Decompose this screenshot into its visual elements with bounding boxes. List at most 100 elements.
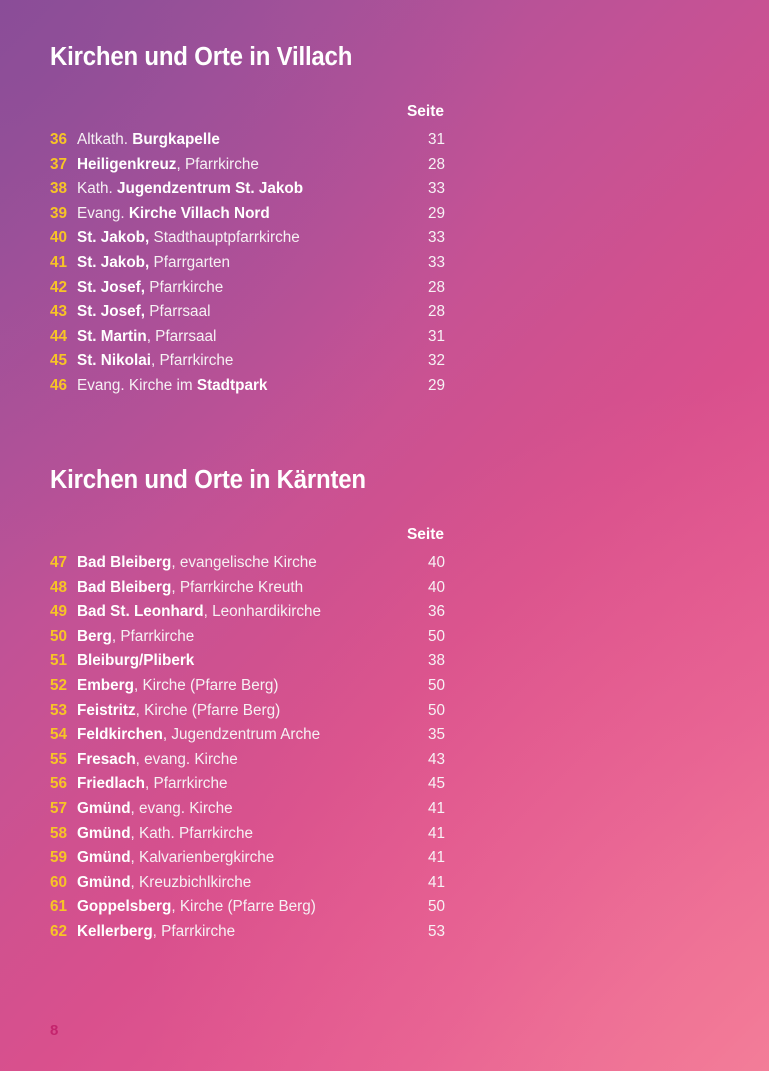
entry-page-number: 43: [427, 750, 445, 768]
index-entry-row[interactable]: 57 Gmünd, evang. Kirche 41: [50, 797, 445, 822]
index-entry-row[interactable]: 48 Bad Bleiberg, Pfarrkirche Kreuth 40: [50, 576, 445, 601]
entry-title-emphasis: Burgkapelle: [132, 131, 220, 148]
entry-title-suffix: , Pfarrkirche: [152, 922, 236, 940]
index-entry-row[interactable]: 58 Gmünd, Kath. Pfarrkirche 41: [50, 822, 445, 847]
entry-title-prefix: Altkath.: [77, 131, 133, 148]
entry-title-emphasis: Gmünd: [77, 873, 131, 891]
entry-number: 47: [50, 554, 68, 571]
entry-page-number: 29: [427, 204, 445, 222]
entry-title: Fresach, evang. Kirche: [77, 748, 409, 773]
entry-page-number: 36: [427, 603, 445, 621]
entry-title-suffix: Pfarrkirche: [145, 278, 224, 296]
index-entry-row[interactable]: 60 Gmünd, Kreuzbichlkirche 41: [50, 871, 445, 896]
entry-page-number: 40: [427, 554, 445, 571]
index-entry-row[interactable]: 41 St. Jakob, Pfarrgarten 33: [50, 251, 445, 276]
entry-number: 54: [50, 726, 68, 744]
entry-title-emphasis: Bad Bleiberg: [77, 554, 172, 571]
index-entry-row[interactable]: 46 Evang. Kirche im Stadtpark 29: [50, 374, 445, 399]
entry-number: 49: [50, 603, 68, 621]
index-entry-row[interactable]: 42 St. Josef, Pfarrkirche 28: [50, 276, 445, 301]
entry-page-number: 41: [427, 824, 445, 842]
index-entry-row[interactable]: 50 Berg, Pfarrkirche 50: [50, 625, 445, 650]
index-entry-row[interactable]: 55 Fresach, evang. Kirche 43: [50, 748, 445, 773]
entry-page-number: 41: [427, 873, 445, 891]
entry-title: Gmünd, Kreuzbichlkirche: [77, 871, 409, 896]
entry-title-emphasis: Gmünd: [77, 849, 131, 867]
entry-title-suffix: , Pfarrkirche: [111, 627, 195, 645]
index-entry-row[interactable]: 44 St. Martin, Pfarrsaal 31: [50, 325, 445, 350]
index-entry-row[interactable]: 39 Evang. Kirche Villach Nord 29: [50, 202, 445, 227]
entry-title-emphasis: Bad St. Leonhard: [77, 603, 204, 621]
entry-title-suffix: , Leonhardikirche: [203, 603, 321, 621]
entry-title-emphasis: Emberg: [77, 676, 134, 694]
entry-page-number: 45: [427, 775, 445, 793]
entry-title-emphasis: Gmünd: [77, 824, 131, 842]
entry-page-number: 41: [427, 799, 445, 817]
entry-number: 59: [50, 849, 68, 867]
entry-title: Bad St. Leonhard, Leonhardikirche: [77, 600, 409, 625]
entry-number: 44: [50, 327, 68, 345]
entry-title: St. Martin, Pfarrsaal: [77, 325, 409, 350]
entry-page-number: 31: [427, 131, 445, 148]
index-entry-row[interactable]: 54 Feldkirchen, Jugendzentrum Arche 35: [50, 723, 445, 748]
entry-title: Feistritz, Kirche (Pfarre Berg): [77, 699, 409, 724]
index-entry-row[interactable]: 62 Kellerberg, Pfarrkirche 53: [50, 920, 445, 945]
index-entry-row[interactable]: 37 Heiligenkreuz, Pfarrkirche 28: [50, 153, 445, 178]
entry-title: Altkath. Burgkapelle: [77, 128, 409, 153]
entry-title-prefix: Evang.: [77, 204, 129, 222]
entry-title: St. Josef, Pfarrsaal: [77, 300, 409, 325]
entry-page-number: 33: [427, 253, 445, 271]
entry-title: Gmünd, evang. Kirche: [77, 797, 409, 822]
entry-number: 48: [50, 578, 68, 596]
entry-page-number: 29: [427, 376, 445, 394]
entry-title-emphasis: St. Martin: [77, 327, 147, 345]
index-entry-row[interactable]: 53 Feistritz, Kirche (Pfarre Berg) 50: [50, 699, 445, 724]
index-entry-row[interactable]: 61 Goppelsberg, Kirche (Pfarre Berg) 50: [50, 895, 445, 920]
entry-page-number: 32: [427, 352, 445, 370]
entry-title: Bleiburg/Pliberk: [77, 649, 409, 674]
entry-title-emphasis: St. Nikolai: [77, 352, 151, 370]
entry-page-number: 31: [427, 327, 445, 345]
entry-number: 51: [50, 652, 68, 670]
entry-title-emphasis: Berg: [77, 627, 112, 645]
section-title-kaernten: Kirchen und Orte in Kärnten: [50, 466, 366, 494]
entry-title-emphasis: St. Jakob,: [77, 229, 150, 247]
entry-number: 41: [50, 253, 68, 271]
entry-title-suffix: , Jugendzentrum Arche: [162, 726, 321, 744]
page-number-folio: 8: [50, 1022, 59, 1039]
entry-title-suffix: , Pfarrkirche Kreuth: [171, 578, 304, 596]
index-entry-row[interactable]: 56 Friedlach, Pfarrkirche 45: [50, 772, 445, 797]
index-entry-row[interactable]: 52 Emberg, Kirche (Pfarre Berg) 50: [50, 674, 445, 699]
entry-title-suffix: , Pfarrkirche: [145, 775, 228, 793]
entry-title: St. Josef, Pfarrkirche: [77, 276, 409, 301]
entry-title-suffix: , Kirche (Pfarre Berg): [135, 701, 281, 719]
entry-number: 53: [50, 701, 68, 719]
entry-title-suffix: , Kalvarienbergkirche: [130, 849, 275, 867]
entry-number: 43: [50, 303, 68, 321]
entry-title-suffix: , evang. Kirche: [135, 750, 238, 768]
index-entry-row[interactable]: 36 Altkath. Burgkapelle 31: [50, 128, 445, 153]
index-entry-row[interactable]: 49 Bad St. Leonhard, Leonhardikirche 36: [50, 600, 445, 625]
entry-number: 46: [50, 376, 68, 394]
entry-title-prefix: Evang. Kirche im: [77, 376, 197, 394]
index-entry-row[interactable]: 38 Kath. Jugendzentrum St. Jakob 33: [50, 177, 445, 202]
index-entry-row[interactable]: 45 St. Nikolai, Pfarrkirche 32: [50, 349, 445, 374]
entry-number: 50: [50, 627, 68, 645]
entry-number: 58: [50, 824, 68, 842]
index-entry-row[interactable]: 47 Bad Bleiberg, evangelische Kirche 40: [50, 551, 445, 576]
entry-title: Friedlach, Pfarrkirche: [77, 772, 409, 797]
index-entry-row[interactable]: 43 St. Josef, Pfarrsaal 28: [50, 300, 445, 325]
entry-title: Gmünd, Kalvarienbergkirche: [77, 846, 409, 871]
entry-number: 56: [50, 775, 68, 793]
index-entry-row[interactable]: 40 St. Jakob, Stadthauptpfarrkirche 33: [50, 226, 445, 251]
entry-title: Berg, Pfarrkirche: [77, 625, 409, 650]
index-entry-row[interactable]: 59 Gmünd, Kalvarienbergkirche 41: [50, 846, 445, 871]
entry-title-emphasis: Feistritz: [77, 701, 136, 719]
entry-title: Kath. Jugendzentrum St. Jakob: [77, 177, 409, 202]
entry-title: St. Jakob, Pfarrgarten: [77, 251, 409, 276]
index-entry-row[interactable]: 51 Bleiburg/Pliberk 38: [50, 649, 445, 674]
entry-title-emphasis: Kirche Villach Nord: [128, 204, 270, 222]
entry-page-number: 53: [427, 922, 445, 940]
entry-title: Emberg, Kirche (Pfarre Berg): [77, 674, 409, 699]
entry-title-suffix: , Kirche (Pfarre Berg): [171, 898, 316, 916]
